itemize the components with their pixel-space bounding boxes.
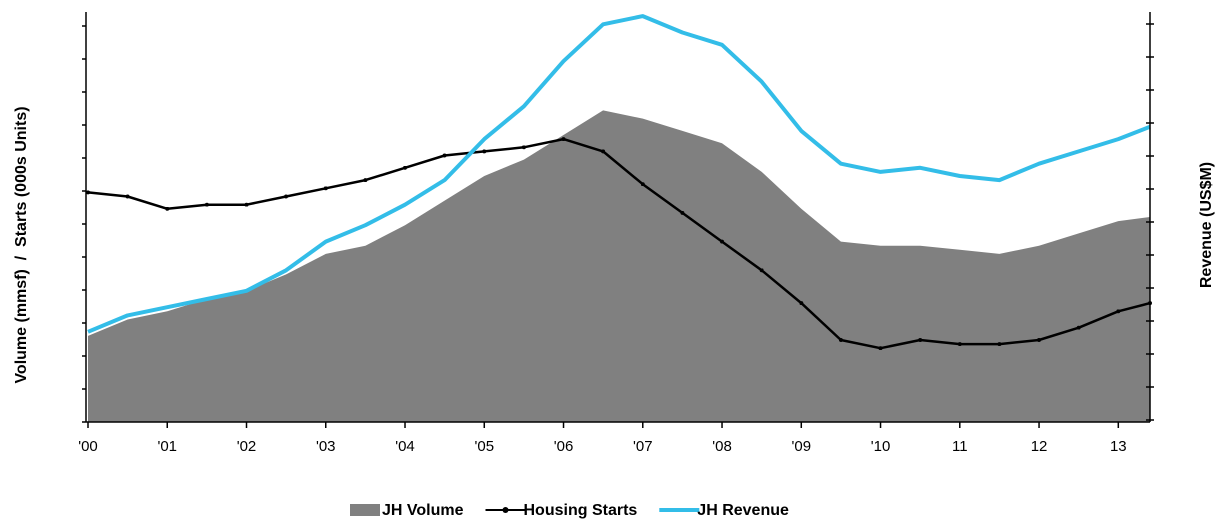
x-tick-label: 11	[952, 438, 968, 455]
x-tick-label: '02	[237, 438, 257, 455]
line	[86, 137, 1152, 351]
line	[87, 14, 1151, 334]
legend-label: JH Volume	[382, 502, 464, 519]
area	[88, 110, 1150, 423]
x-tick-label: 13	[1110, 438, 1127, 455]
x-tick-label: '08	[712, 438, 732, 455]
legend-swatch	[350, 504, 380, 516]
x-tick-label: '09	[792, 438, 812, 455]
y2-axis-label: Revenue (US$M)	[1198, 162, 1215, 288]
x-tick-label: '03	[316, 438, 336, 455]
legend-label: Housing Starts	[524, 502, 638, 519]
legend-label: JH Revenue	[697, 502, 789, 519]
y-axis-label: Volume (mmsf) / Starts (000s Units)	[13, 106, 30, 383]
legend-marker	[502, 507, 509, 513]
x-tick-label: 12	[1031, 438, 1048, 455]
x-tick-label: '01	[157, 438, 177, 455]
x-tick-label: '10	[871, 438, 891, 455]
x-tick-label: '04	[395, 438, 415, 455]
x-tick-label: '00	[78, 438, 98, 455]
x-tick-label: '07	[633, 438, 653, 455]
x-tick-label: '05	[474, 438, 494, 455]
series-group	[86, 14, 1152, 423]
x-tick-label: '06	[554, 438, 574, 455]
